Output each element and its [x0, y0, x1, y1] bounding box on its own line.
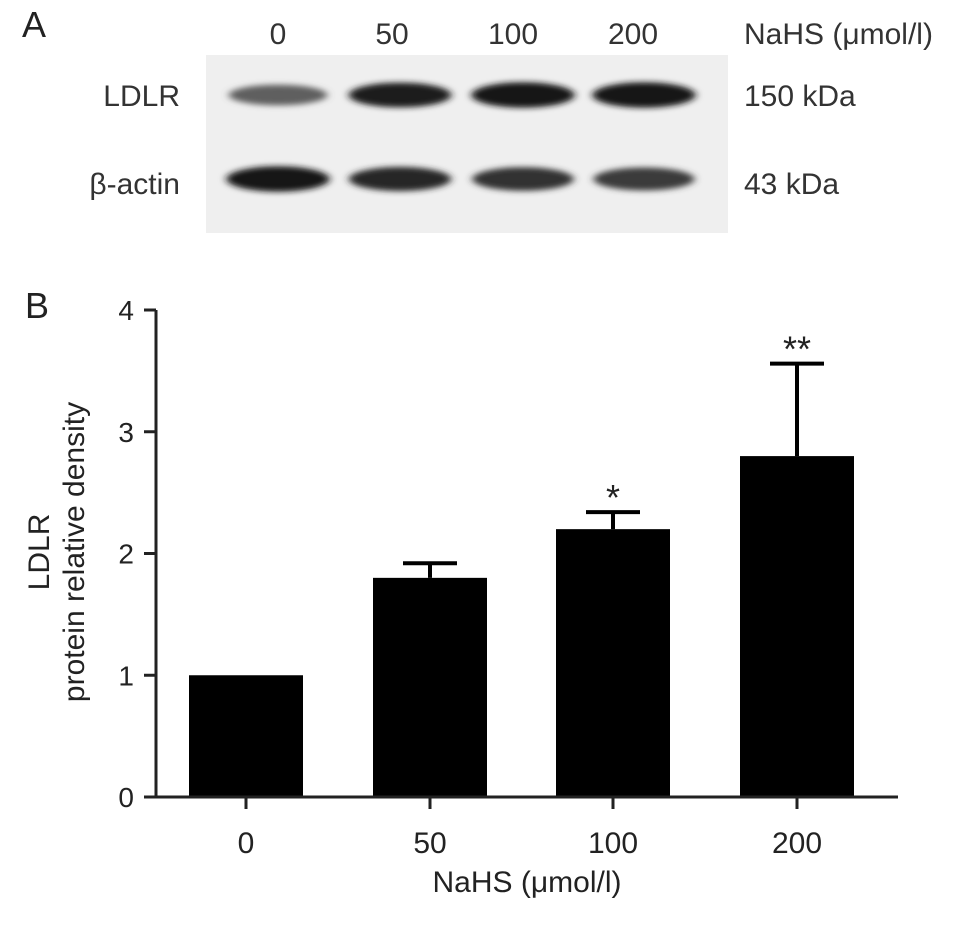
x-axis-title: NaHS (μmol/l) — [433, 866, 622, 899]
row-label-beta-actin: β-actin — [89, 168, 180, 201]
significance-marker-100: * — [606, 477, 620, 518]
x-tick-label-50: 50 — [413, 827, 446, 860]
bar-100 — [556, 529, 670, 797]
band-ldlr-lane-1 — [348, 82, 452, 108]
panel-b-letter: B — [25, 285, 49, 326]
band-ldlr-lane-2 — [471, 82, 575, 108]
lane-label-100: 100 — [487, 18, 539, 51]
x-tick-label-0: 0 — [238, 827, 255, 860]
lane-label-200: 200 — [607, 18, 659, 51]
significance-marker-200: ** — [783, 329, 811, 370]
y-tick-label-1: 1 — [118, 660, 134, 691]
band-beta-actin-lane-3 — [593, 167, 695, 191]
treatment-label: NaHS (μmol/l) — [744, 18, 933, 51]
bar-0 — [189, 675, 303, 797]
panel-a-letter: A — [22, 4, 47, 45]
lane-label-0: 0 — [269, 18, 287, 51]
blot-bands — [226, 82, 696, 192]
y-tick-label-0: 0 — [118, 782, 134, 813]
lane-label-50: 50 — [375, 18, 409, 51]
band-beta-actin-lane-2 — [472, 167, 574, 191]
row-label-ldlr: LDLR — [103, 80, 180, 113]
x-tick-label-100: 100 — [588, 827, 638, 860]
western-blot-image — [206, 55, 728, 233]
band-ldlr-lane-3 — [592, 82, 696, 108]
x-tick-label-200: 200 — [772, 827, 822, 860]
band-beta-actin-lane-1 — [348, 166, 452, 192]
bar-50 — [373, 577, 487, 797]
y-axis-title-line2: protein relative density — [58, 402, 91, 702]
y-tick-label-3: 3 — [118, 417, 134, 448]
y-tick-label-2: 2 — [118, 539, 134, 570]
size-label-beta-actin: 43 kDa — [744, 168, 840, 201]
size-label-ldlr: 150 kDa — [744, 80, 856, 113]
band-beta-actin-lane-0 — [226, 166, 330, 192]
band-ldlr-lane-0 — [228, 84, 328, 106]
y-axis-title-line1: LDLR — [23, 514, 56, 591]
bar-200 — [740, 456, 854, 797]
y-tick-label-4: 4 — [118, 295, 134, 326]
